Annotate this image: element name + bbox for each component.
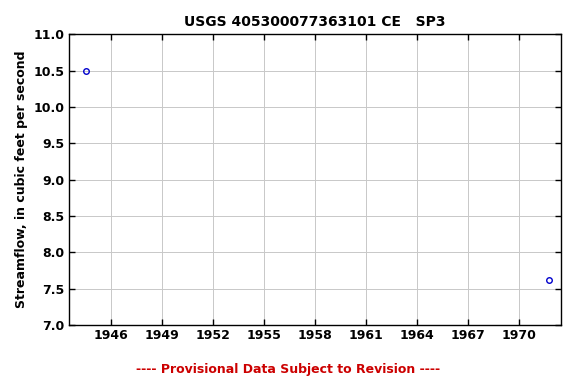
Y-axis label: Streamflow, in cubic feet per second: Streamflow, in cubic feet per second <box>15 51 28 308</box>
Title: USGS 405300077363101 CE   SP3: USGS 405300077363101 CE SP3 <box>184 15 446 29</box>
Text: ---- Provisional Data Subject to Revision ----: ---- Provisional Data Subject to Revisio… <box>136 363 440 376</box>
